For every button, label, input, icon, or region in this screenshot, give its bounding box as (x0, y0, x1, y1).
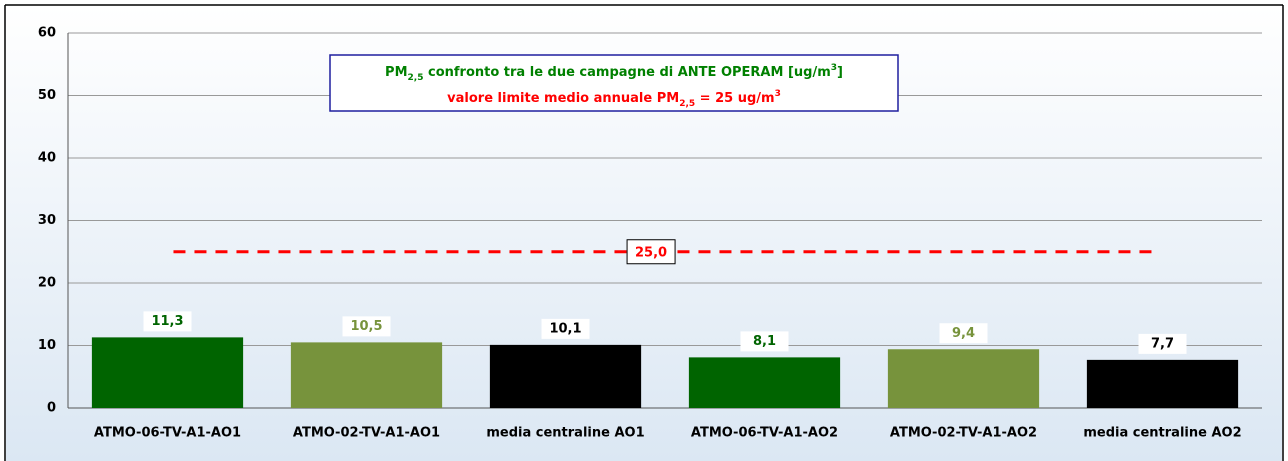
limit-label-box (626, 239, 676, 265)
bar (290, 342, 443, 408)
title-part: 3 (775, 89, 781, 99)
title-box (329, 54, 899, 112)
title-part: = 25 ug/m (695, 91, 774, 106)
y-tick-label: 30 (38, 213, 56, 228)
value-label: 11,3 (151, 314, 183, 329)
bar (91, 337, 244, 408)
bar (887, 349, 1040, 408)
chart-title: PM2,5 confronto tra le due campagne di A… (385, 63, 843, 83)
title-part: PM (385, 65, 407, 80)
bar (1086, 359, 1239, 408)
value-label-bg (1138, 333, 1187, 354)
x-tick-label: ATMO-06-TV-A1-AO1 (94, 426, 241, 441)
x-tick-label: media centraline AO1 (486, 426, 644, 441)
y-tick-label: 10 (38, 338, 56, 353)
x-tick-label: ATMO-06-TV-A1-AO2 (691, 426, 838, 441)
value-label: 9,4 (952, 326, 975, 341)
marks: ATMO-06-TV-A1-AO1 11,3 ATMO-02-TV-A1-AO1 10… (91, 239, 1242, 441)
value-label-bg (541, 318, 590, 339)
title-part: 3 (831, 63, 837, 73)
title-part: confronto tra le due campagne di ANTE OP… (423, 65, 830, 80)
title-part: ] (837, 65, 843, 80)
y-tick-label: 40 (38, 151, 56, 166)
x-tick-label: media centraline AO2 (1083, 426, 1241, 441)
bar (688, 357, 841, 408)
value-label-bg (342, 316, 391, 337)
chart-subtitle: valore limite medio annuale PM2,5 = 25 u… (447, 89, 781, 109)
y-tick-label: 50 (38, 88, 56, 103)
value-label: 8,1 (753, 334, 776, 349)
value-label-bg (143, 311, 192, 332)
bar (489, 344, 642, 408)
value-label: 7,7 (1151, 336, 1174, 351)
title-part: valore limite medio annuale PM (447, 91, 679, 106)
value-label-bg (740, 331, 789, 352)
y-tick-label: 0 (47, 401, 56, 416)
x-tick-label: ATMO-02-TV-A1-AO1 (293, 426, 440, 441)
value-label-bg (939, 323, 988, 344)
x-tick-label: ATMO-02-TV-A1-AO2 (890, 426, 1037, 441)
y-tick-label: 60 (38, 26, 56, 41)
title-part: 2,5 (408, 73, 424, 83)
value-label: 10,5 (350, 319, 382, 334)
value-label: 10,1 (549, 321, 581, 336)
title-part: 2,5 (679, 99, 695, 109)
limit-label: 25,0 (635, 245, 667, 260)
y-tick-label: 20 (38, 276, 56, 291)
